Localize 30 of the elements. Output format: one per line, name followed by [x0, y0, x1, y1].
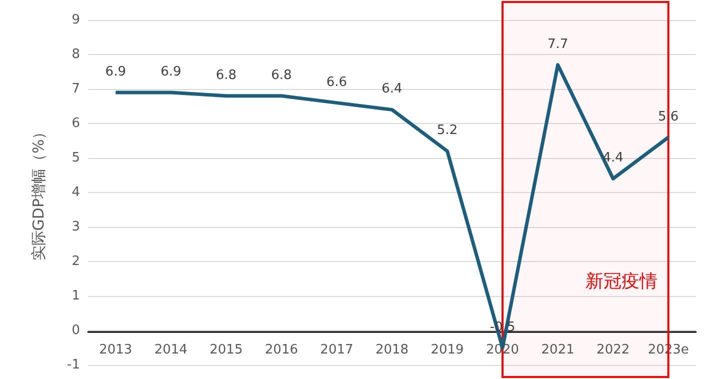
- y-tick-label: 9: [72, 12, 80, 28]
- x-tick-label: 2014: [154, 342, 188, 358]
- data-label: 5.2: [436, 123, 458, 138]
- x-tick-label: 2018: [375, 342, 409, 358]
- x-tick-label: 2015: [210, 342, 243, 358]
- y-tick-label: 3: [72, 220, 80, 234]
- data-label: 6.9: [105, 64, 126, 80]
- y-tick-label: 8: [72, 47, 80, 62]
- y-axis-title: 实际GDP增幅（%）: [30, 124, 48, 261]
- x-tick-label: 2017: [320, 342, 354, 358]
- data-label: 6.9: [160, 64, 182, 80]
- y-tick-label: 5: [72, 150, 80, 166]
- y-tick-label: 1: [72, 288, 80, 304]
- data-label: 6.8: [216, 68, 237, 83]
- data-label: 6.6: [326, 74, 348, 90]
- y-tick-label: 0: [72, 323, 80, 338]
- x-tick-label: 2013: [99, 342, 132, 358]
- x-tick-label: 2019: [430, 342, 464, 358]
- y-tick-label: 4: [72, 185, 80, 200]
- x-tick-label: 2022: [596, 342, 630, 358]
- data-label: 6.8: [271, 68, 292, 83]
- data-label: 6.4: [382, 82, 402, 97]
- x-tick-label: 2016: [264, 342, 298, 358]
- y-tick-label: 2: [72, 254, 80, 269]
- y-tick-label: 7: [72, 82, 80, 96]
- data-label: 7.7: [547, 36, 568, 52]
- x-tick-label: 2021: [541, 342, 574, 358]
- y-tick-label: 6: [72, 116, 80, 131]
- band-label: 新冠疫情: [585, 270, 658, 292]
- y-tick-label: -1: [67, 358, 80, 372]
